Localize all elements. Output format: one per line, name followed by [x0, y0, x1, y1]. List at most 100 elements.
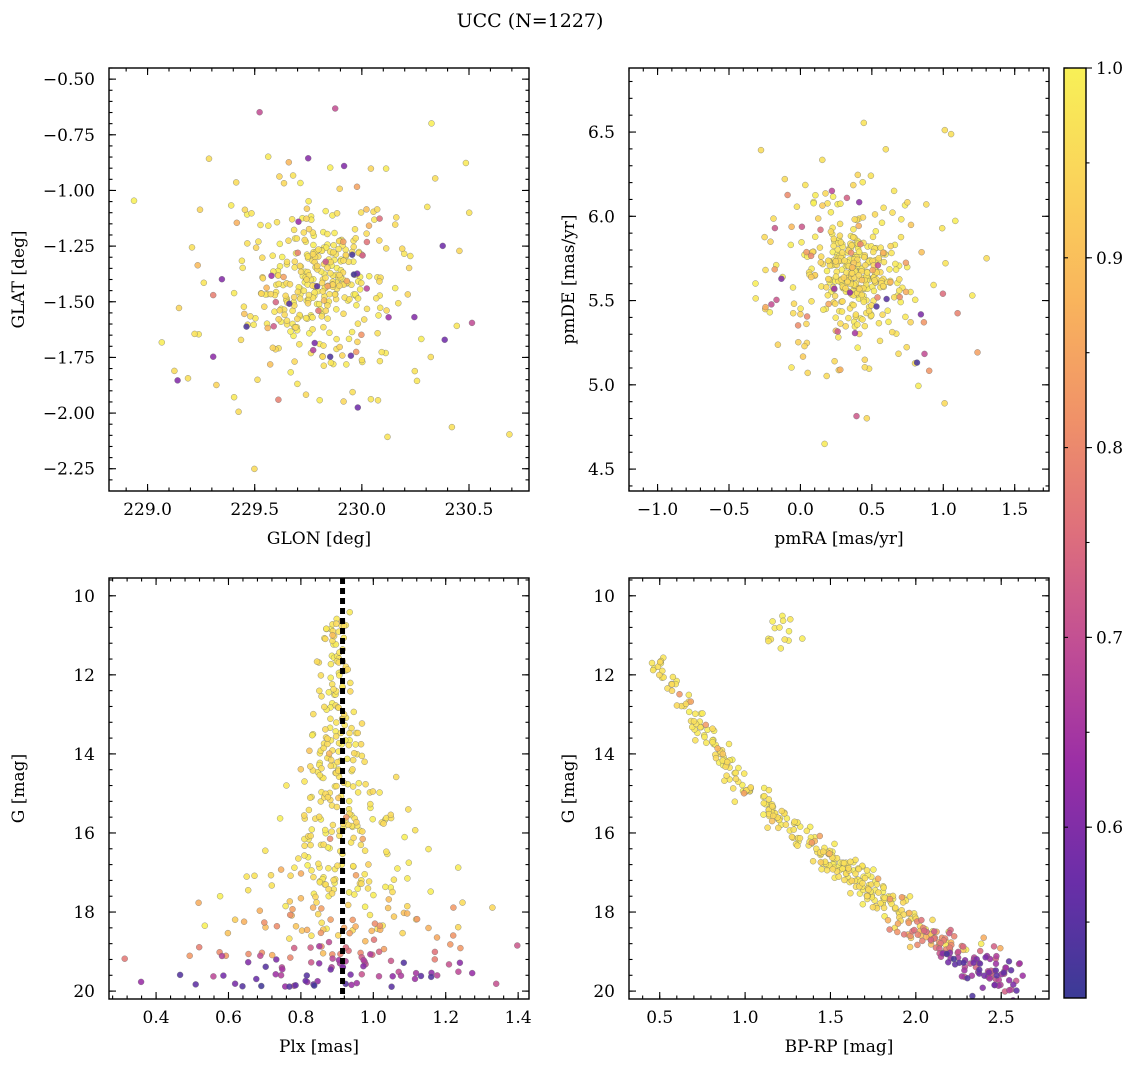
data-point [287, 911, 294, 919]
data-point [842, 323, 849, 330]
data-point [248, 210, 255, 217]
data-point [353, 183, 361, 190]
data-point [320, 841, 327, 848]
colorbar-tick-label: 1.0 [1096, 59, 1123, 79]
data-point [943, 950, 950, 958]
data-point [256, 109, 263, 116]
data-point [881, 894, 888, 901]
data-point [213, 381, 220, 389]
data-point [799, 353, 807, 360]
y-tick-label: 16 [593, 824, 615, 844]
data-point [851, 329, 859, 337]
data-point [769, 803, 776, 810]
data-point [302, 314, 310, 322]
data-point [330, 242, 337, 249]
data-point [1010, 981, 1017, 988]
data-point [848, 877, 855, 884]
data-point [779, 617, 787, 624]
data-point [920, 927, 928, 934]
data-point [852, 311, 860, 318]
data-point [308, 826, 315, 833]
data-point [861, 356, 868, 363]
data-point [324, 283, 331, 290]
data-point [361, 847, 369, 854]
data-point [293, 235, 301, 242]
data-point [307, 944, 314, 951]
data-point [334, 758, 341, 766]
data-point [303, 926, 311, 934]
data-point [760, 800, 767, 807]
data-point [332, 733, 340, 740]
axes-frame [628, 67, 1050, 492]
data-point [820, 848, 827, 855]
data-point [845, 865, 852, 872]
data-point [367, 396, 375, 403]
data-point [363, 238, 371, 246]
y-tick-label: 6.0 [588, 207, 615, 227]
data-point [347, 688, 354, 695]
data-point [930, 281, 937, 289]
data-point [304, 300, 312, 307]
data-point [951, 933, 958, 940]
data-point [300, 287, 308, 294]
data-point [895, 350, 902, 357]
data-point [864, 892, 871, 900]
data-point [328, 890, 336, 897]
data-point [884, 307, 891, 314]
data-point [349, 783, 357, 790]
data-point [321, 703, 328, 711]
data-point [194, 262, 201, 269]
data-point [263, 284, 270, 291]
data-point [330, 876, 337, 884]
data-point [323, 625, 330, 632]
data-point [782, 821, 790, 828]
data-point [320, 744, 327, 752]
data-point [196, 206, 204, 213]
data-point [340, 257, 347, 264]
data-point [324, 735, 331, 742]
data-point [907, 319, 914, 326]
data-point [827, 228, 835, 235]
data-point [894, 920, 902, 927]
data-point [808, 273, 815, 281]
data-point [880, 282, 887, 290]
data-point [331, 229, 338, 237]
panel-3: 0.4 0.6 0.8 1.0 1.2 1.4 10 12 14 16 18 20 Plx [mas] G… [9, 577, 532, 1057]
data-point [273, 956, 280, 963]
data-point [370, 936, 378, 943]
data-point [927, 936, 934, 944]
data-point [986, 975, 993, 982]
data-point [316, 687, 323, 694]
data-point [960, 943, 967, 950]
data-point [824, 292, 831, 299]
data-point [363, 230, 370, 237]
data-point [825, 300, 832, 308]
data-point [286, 300, 293, 307]
data-point [880, 884, 887, 891]
data-point [313, 899, 320, 906]
colorbar-fill [1064, 68, 1086, 998]
data-point [834, 328, 841, 335]
data-point [354, 885, 361, 892]
y-axis-label: GLAT [deg] [9, 230, 29, 328]
data-point [837, 320, 844, 327]
data-point [329, 632, 336, 639]
panel-2: −1.0 −0.5 0.0 0.5 1.0 1.5 4.5 5.0 5.5 6.0 6.5 pmRA … [559, 67, 1050, 549]
data-point [869, 266, 876, 274]
data-point [434, 972, 441, 979]
data-point [858, 276, 866, 284]
data-point [816, 832, 823, 840]
data-point [259, 254, 266, 261]
data-point [184, 375, 192, 382]
data-point [310, 346, 317, 354]
data-point [830, 235, 837, 243]
data-point [374, 206, 381, 213]
data-point [251, 872, 258, 879]
data-point [969, 292, 976, 299]
data-point [699, 710, 706, 717]
data-point [305, 291, 313, 299]
data-point [390, 876, 398, 883]
data-point [961, 967, 968, 974]
data-point [358, 752, 366, 760]
data-point [331, 291, 339, 298]
